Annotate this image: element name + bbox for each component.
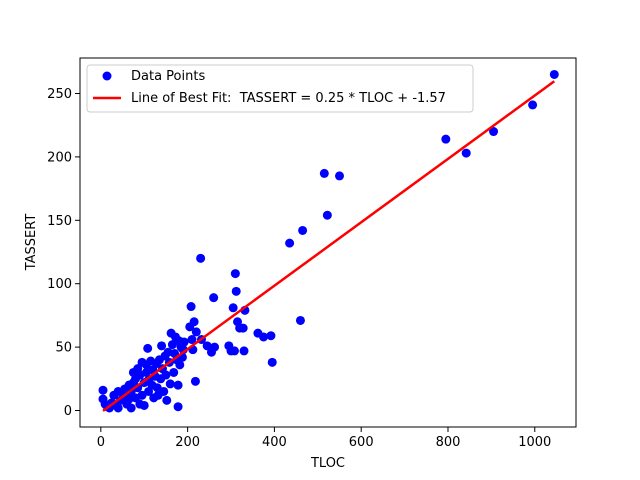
y-tick-label-0: 0 <box>64 404 72 419</box>
data-point-55 <box>165 379 175 389</box>
x-tick-label-600: 600 <box>349 435 374 450</box>
data-point-107 <box>528 100 538 110</box>
data-point-75 <box>190 376 200 386</box>
data-point-100 <box>298 225 308 235</box>
data-point-43 <box>152 383 162 393</box>
y-tick-label-100: 100 <box>47 277 72 292</box>
data-point-87 <box>230 269 240 279</box>
data-point-103 <box>335 171 344 181</box>
data-point-91 <box>238 323 248 333</box>
data-points-layer <box>98 69 559 413</box>
data-point-0 <box>98 385 108 395</box>
data-point-34 <box>143 343 153 353</box>
data-point-105 <box>461 148 471 158</box>
y-tick-label-50: 50 <box>55 341 72 356</box>
data-point-93 <box>239 346 249 356</box>
data-point-97 <box>267 357 277 367</box>
x-axis-label: TLOC <box>310 456 345 471</box>
x-tick-label-400: 400 <box>262 435 287 450</box>
data-point-95 <box>259 332 269 342</box>
data-point-101 <box>319 168 329 178</box>
data-point-98 <box>285 238 295 248</box>
best-fit-line-layer <box>102 80 556 412</box>
data-point-69 <box>179 337 189 347</box>
data-point-106 <box>489 127 499 137</box>
data-point-85 <box>228 303 238 313</box>
data-point-47 <box>157 341 167 351</box>
best-fit-line <box>102 80 556 412</box>
x-axis-ticks: 0 200 400 600 800 1000 <box>97 427 551 450</box>
legend: Data Points Line of Best Fit: TASSERT = … <box>86 64 474 113</box>
x-tick-label-0: 0 <box>97 435 105 450</box>
data-point-71 <box>186 302 196 312</box>
data-point-49 <box>159 386 169 396</box>
legend-box <box>86 64 474 113</box>
data-point-29 <box>137 390 147 400</box>
data-point-82 <box>210 342 220 352</box>
y-axis-label: TASSERT <box>24 214 39 272</box>
data-point-72 <box>187 335 197 345</box>
x-tick-label-1000: 1000 <box>518 435 551 450</box>
data-point-65 <box>175 360 185 370</box>
data-point-76 <box>191 327 201 337</box>
data-point-52 <box>162 395 172 405</box>
data-point-57 <box>167 340 177 350</box>
y-tick-label-250: 250 <box>47 87 72 102</box>
data-point-9 <box>113 403 123 413</box>
x-tick-label-200: 200 <box>175 435 200 450</box>
data-point-74 <box>189 317 199 327</box>
y-tick-label-200: 200 <box>47 150 72 165</box>
data-point-88 <box>231 286 241 296</box>
data-point-86 <box>229 346 239 356</box>
data-point-18 <box>126 403 136 413</box>
data-point-96 <box>266 331 276 341</box>
x-tick-label-800: 800 <box>436 435 461 450</box>
y-tick-label-150: 150 <box>47 214 72 229</box>
data-point-77 <box>196 253 206 263</box>
data-point-51 <box>161 370 171 380</box>
data-point-79 <box>202 341 212 351</box>
data-point-31 <box>139 400 149 410</box>
data-point-104 <box>441 134 451 144</box>
legend-label-best-fit: Line of Best Fit: TASSERT = 0.25 * TLOC … <box>131 91 446 106</box>
data-point-102 <box>322 210 332 220</box>
y-axis-ticks: 0 50 100 150 200 250 <box>47 87 80 419</box>
plot-area-frame <box>79 57 577 428</box>
data-point-99 <box>295 315 305 325</box>
legend-label-data-points: Data Points <box>131 69 205 84</box>
data-point-63 <box>173 380 183 390</box>
data-point-58 <box>169 367 179 377</box>
data-point-108 <box>549 69 559 79</box>
legend-marker-data-points <box>102 71 112 81</box>
data-point-62 <box>173 402 183 412</box>
data-point-81 <box>209 293 219 303</box>
